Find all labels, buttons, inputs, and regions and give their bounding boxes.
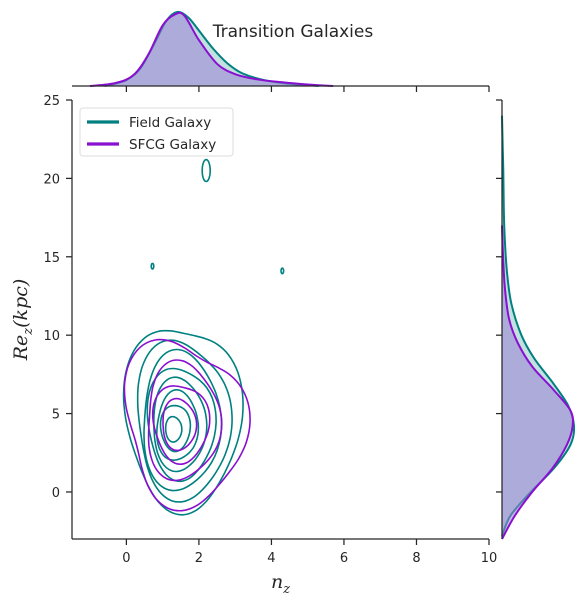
contour-level xyxy=(151,385,211,466)
y-density-line xyxy=(501,225,574,540)
contour-level xyxy=(162,397,198,452)
legend-label-sfcg-galaxy: SFCG Galaxy xyxy=(129,137,216,153)
contour-level xyxy=(280,267,285,275)
chart-title: Transition Galaxies xyxy=(212,22,374,42)
contour-level xyxy=(143,348,223,492)
main-kde-plot xyxy=(122,158,285,516)
x-density-fill xyxy=(90,12,334,86)
y-tick-label: 15 xyxy=(43,251,60,266)
x-density-line xyxy=(89,11,334,87)
contour-level xyxy=(150,262,155,270)
y-tick-label: 10 xyxy=(43,329,60,344)
contour-level xyxy=(155,388,200,461)
y-tick-label: 20 xyxy=(43,172,60,187)
contour-level xyxy=(136,339,233,503)
x-marginal-plot xyxy=(89,10,334,87)
contour-level xyxy=(122,329,244,516)
x-tick-label: 10 xyxy=(481,551,498,566)
x-tick-label: 2 xyxy=(195,551,203,566)
y-density-fill xyxy=(502,225,573,539)
contour-level xyxy=(147,359,223,482)
contours-field-galaxy xyxy=(122,158,285,516)
axes: 0 2 4 6 8 10 0 5 10 15 20 25 nz Rez(kpc) xyxy=(10,85,503,597)
contour-level xyxy=(123,338,251,512)
contour-level xyxy=(159,404,192,453)
x-tick-label: 8 xyxy=(412,551,420,566)
y-tick-label: 25 xyxy=(43,94,60,109)
contours-sfcg-galaxy xyxy=(123,338,251,512)
legend-label-field-galaxy: Field Galaxy xyxy=(129,115,211,131)
legend: Field Galaxy SFCG Galaxy xyxy=(79,107,234,157)
contour-level xyxy=(164,415,183,443)
y-axis-title: Rez(kpc) xyxy=(10,279,36,362)
x-tick-label: 4 xyxy=(267,551,275,566)
y-marginal-plot xyxy=(501,115,576,540)
x-tick-label: 6 xyxy=(340,551,348,566)
y-tick-label: 0 xyxy=(52,486,60,501)
x-axis-title: nz xyxy=(271,571,290,597)
y-tick-label: 5 xyxy=(52,408,60,423)
contour-level xyxy=(201,158,212,183)
x-tick-label: 0 xyxy=(122,551,130,566)
